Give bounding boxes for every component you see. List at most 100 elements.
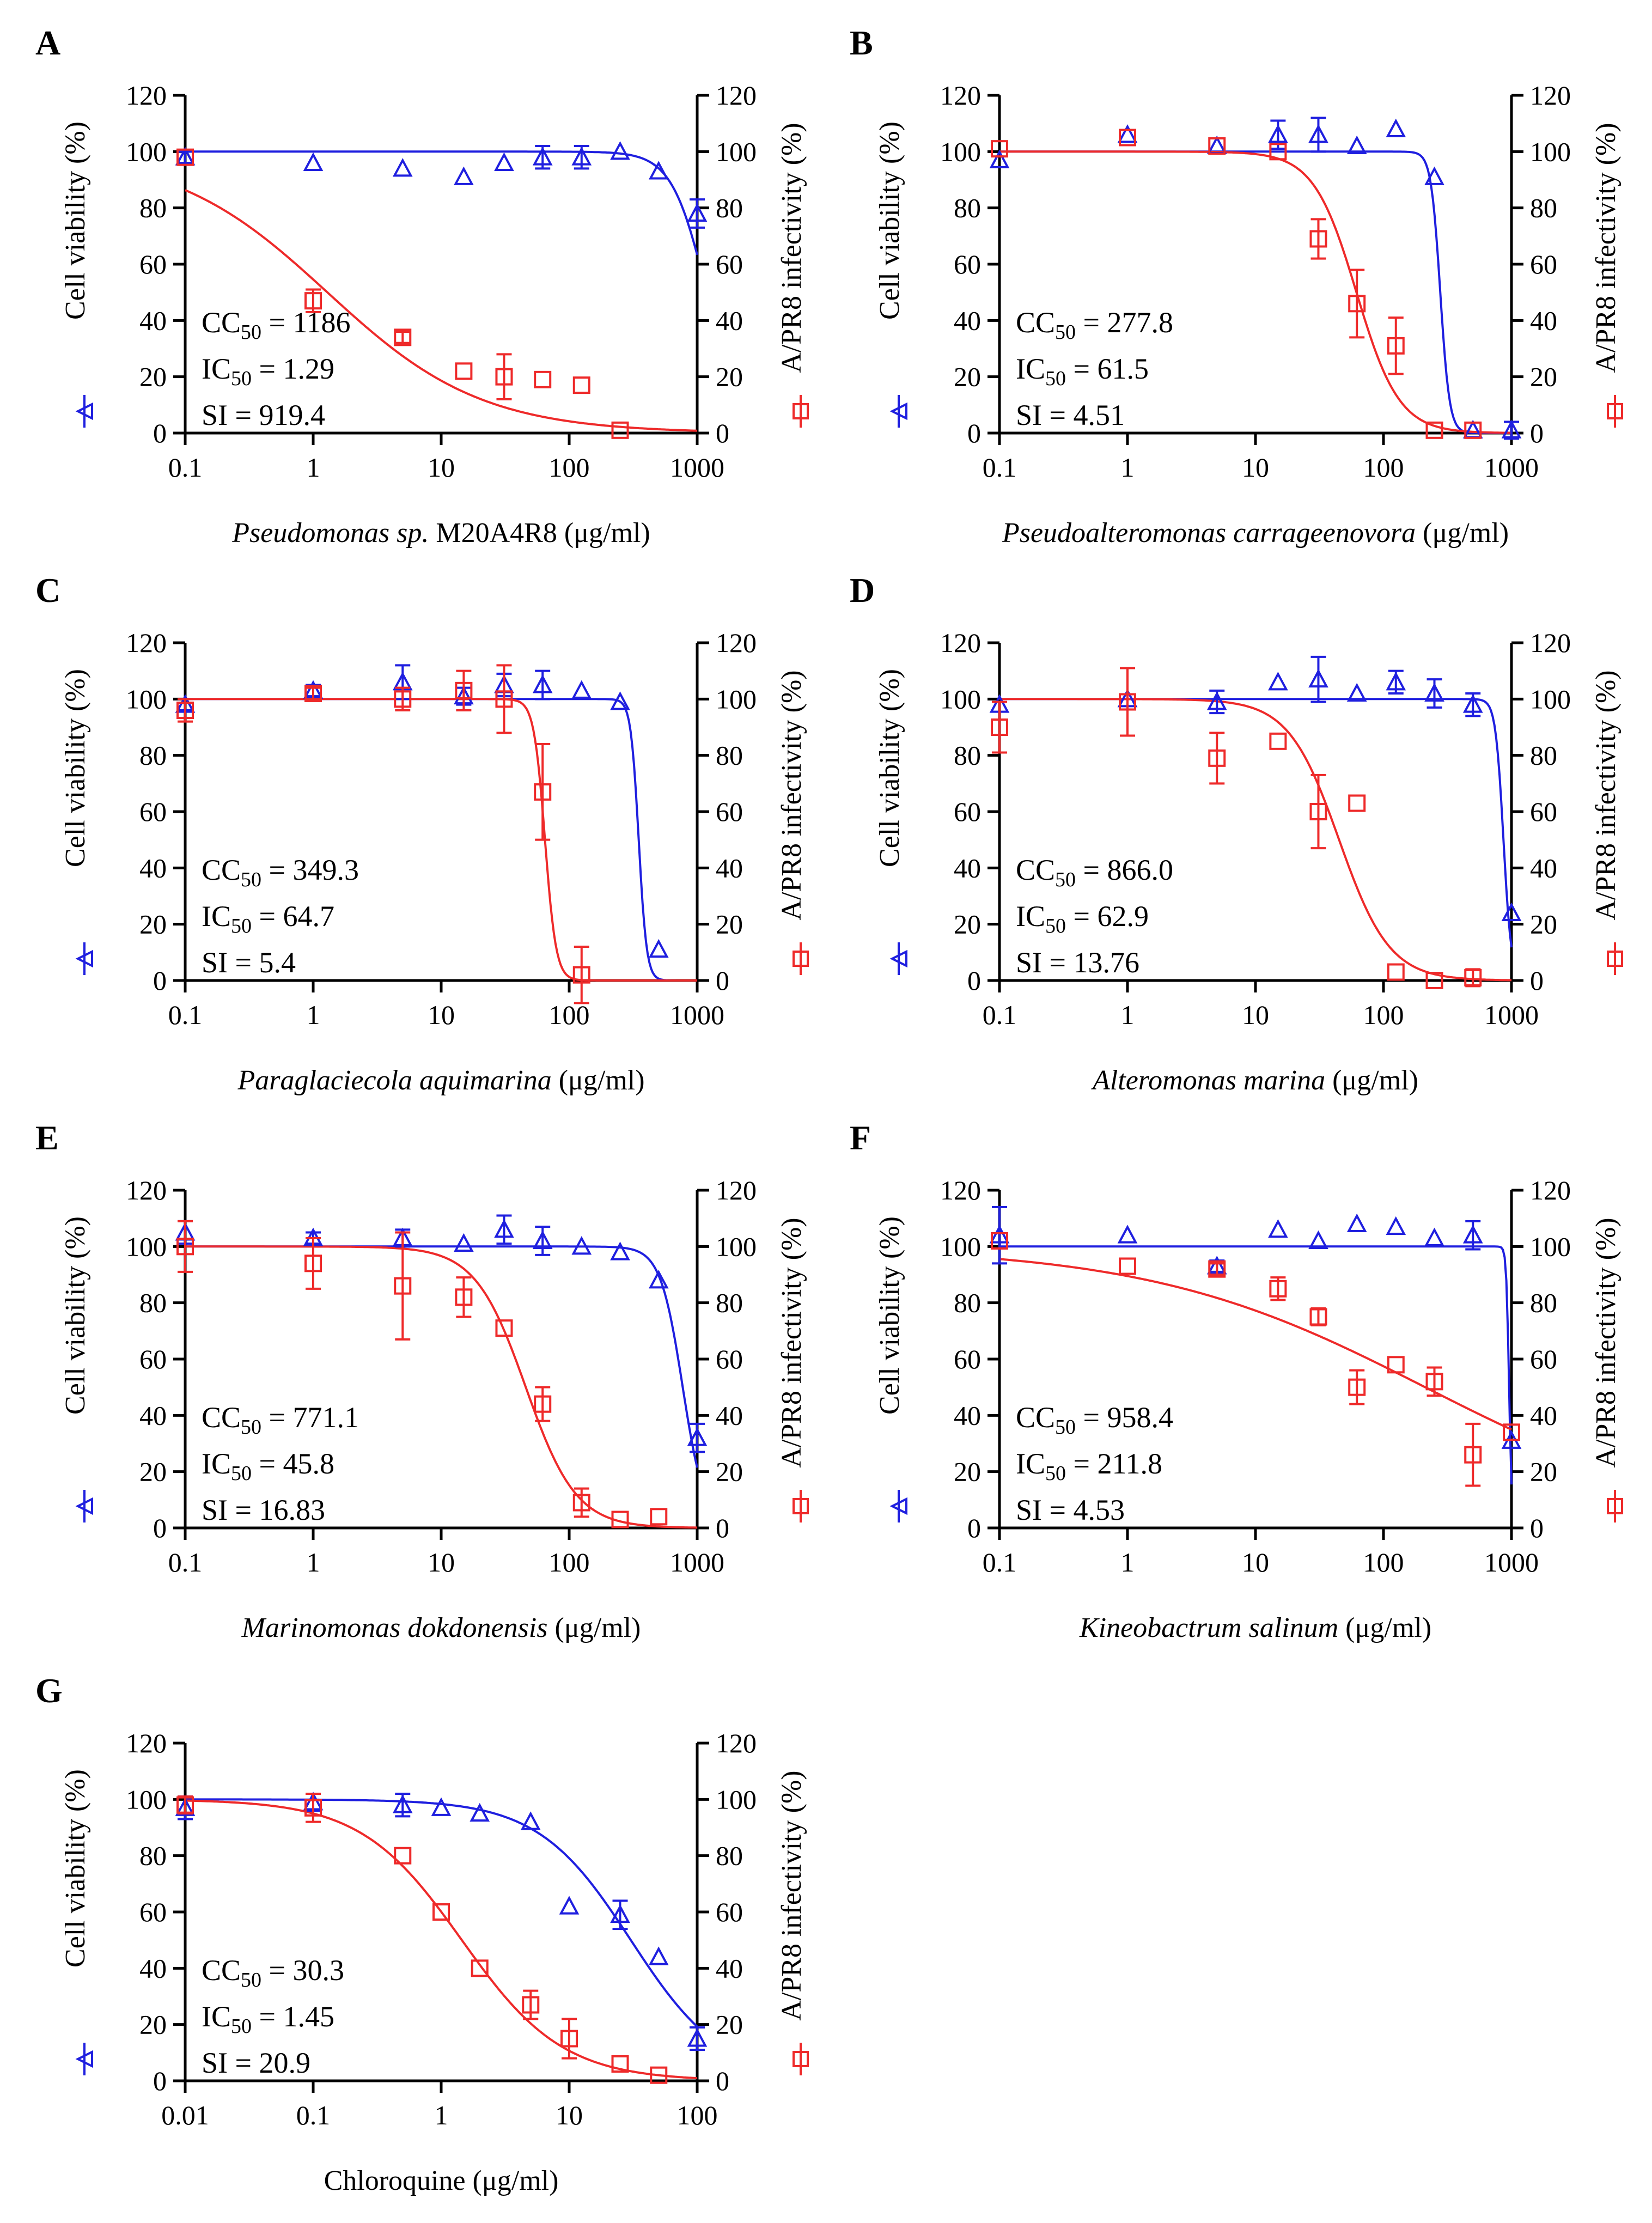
viability-point xyxy=(989,149,1010,168)
x-tick-label: 100 xyxy=(549,1547,590,1578)
cc50-value: 958.4 xyxy=(1107,1401,1174,1434)
ic50-value: 45.8 xyxy=(283,1447,334,1480)
legend-square xyxy=(793,951,809,967)
x-tick-label: 1 xyxy=(1121,1547,1135,1578)
left-y-axis-title: Cell viability (%) xyxy=(60,669,91,867)
left-y-tick-label: 80 xyxy=(139,193,167,223)
left-y-tick-label: 40 xyxy=(139,1953,167,1983)
legend-triangle xyxy=(75,2050,93,2068)
legend-triangle xyxy=(75,402,93,421)
cc50-label: CC50 = 958.4 xyxy=(1016,1401,1173,1439)
ic50-equals: = xyxy=(1066,900,1097,933)
infectivity-point xyxy=(1269,143,1287,161)
cc50-subscript: 50 xyxy=(1055,1416,1076,1439)
ic50-value: 61.5 xyxy=(1097,352,1149,385)
left-y-tick-label: 80 xyxy=(954,740,981,771)
left-y-tick-label: 120 xyxy=(126,80,167,111)
right-y-axis-title: A/PR8 infectivity (%) xyxy=(776,1217,807,1467)
ic50-equals: = xyxy=(1066,352,1097,385)
legend-triangle xyxy=(889,1497,907,1515)
x-tick-label: 0.1 xyxy=(168,1547,203,1578)
infectivity-point xyxy=(304,1254,322,1272)
left-y-tick-label: 60 xyxy=(139,1344,167,1374)
x-axis-title-organism: Pseudoalteromonas carrageenovora xyxy=(1002,517,1416,549)
ic50-subscript: 50 xyxy=(231,367,252,390)
viability-point xyxy=(532,147,553,166)
right-y-tick-label: 60 xyxy=(1530,249,1557,279)
right-y-tick-label: 20 xyxy=(716,362,743,392)
infectivity-point xyxy=(1425,1373,1443,1391)
right-y-tick-label: 120 xyxy=(1530,628,1571,658)
x-axis-title-units: (μg/ml) xyxy=(548,1612,641,1643)
ic50-subscript: 50 xyxy=(231,915,252,937)
left-y-tick-label: 100 xyxy=(126,1231,167,1262)
infectivity-point xyxy=(432,1903,450,1921)
left-y-tick-label: 40 xyxy=(954,305,981,336)
legend-triangle xyxy=(75,1497,93,1515)
right-y-tick-label: 100 xyxy=(716,136,757,167)
cc50-value: 1186 xyxy=(293,306,351,339)
viability-point xyxy=(1346,1213,1367,1232)
right-y-tick-label: 0 xyxy=(716,965,729,996)
infectivity-error-bar xyxy=(395,331,411,344)
right-y-tick-label: 100 xyxy=(1530,1231,1571,1262)
left-y-tick-label: 100 xyxy=(940,136,981,167)
right-y-tick-label: 60 xyxy=(1530,1344,1557,1374)
ic50-prefix: IC xyxy=(202,1447,231,1480)
x-axis-title: Chloroquine (μg/ml) xyxy=(324,2165,559,2196)
x-axis-title-units: (μg/ml) xyxy=(1325,1065,1418,1096)
infectivity-point xyxy=(1208,1260,1226,1278)
infectivity-legend-marker xyxy=(793,1490,809,1522)
infectivity-point xyxy=(1309,1308,1327,1326)
x-axis-title-units: Chloroquine (μg/ml) xyxy=(324,2165,559,2196)
infectivity-point xyxy=(572,376,590,394)
infectivity-point xyxy=(991,1232,1008,1250)
cc50-subscript: 50 xyxy=(241,868,261,891)
viability-legend-marker xyxy=(889,395,907,428)
infectivity-point xyxy=(455,1288,473,1306)
right-y-tick-label: 0 xyxy=(1530,965,1544,996)
left-y-tick-label: 100 xyxy=(126,684,167,714)
legend-square xyxy=(793,1498,809,1514)
infectivity-error-bar xyxy=(395,1231,411,1341)
panel-letter: A xyxy=(35,23,60,62)
cc50-label: CC50 = 771.1 xyxy=(202,1401,359,1439)
left-y-axis-title: Cell viability (%) xyxy=(60,1769,91,1968)
ic50-value: 1.29 xyxy=(283,352,334,385)
si-label: SI = 919.4 xyxy=(202,399,325,431)
cc50-subscript: 50 xyxy=(241,1969,261,1991)
viability-point xyxy=(1386,118,1406,137)
infectivity-error-bar xyxy=(496,664,512,734)
viability-legend-marker xyxy=(889,1490,907,1522)
legend-triangle xyxy=(889,949,907,968)
cc50-equals: = xyxy=(1076,854,1107,886)
cc50-label: CC50 = 349.3 xyxy=(202,854,359,891)
infectivity-point xyxy=(1269,732,1287,750)
viability-point xyxy=(1501,419,1522,438)
infectivity-error-bar xyxy=(456,669,472,711)
viability-point xyxy=(1424,166,1444,185)
infectivity-point xyxy=(1348,794,1366,812)
x-tick-label: 10 xyxy=(428,452,455,483)
ic50-label: IC50 = 64.7 xyxy=(202,900,334,937)
cc50-label: CC50 = 277.8 xyxy=(1016,306,1173,344)
infectivity-point xyxy=(1425,972,1443,989)
x-tick-label: 0.1 xyxy=(983,452,1017,483)
x-axis-title-organism: Marinomonas dokdonensis xyxy=(241,1612,548,1643)
right-y-tick-label: 60 xyxy=(716,249,743,279)
left-y-tick-label: 0 xyxy=(153,1513,167,1543)
infectivity-point xyxy=(1119,693,1136,711)
legend-square xyxy=(1607,403,1623,419)
viability-point xyxy=(687,1427,708,1446)
cc50-value: 866.0 xyxy=(1107,854,1174,886)
left-y-tick-label: 100 xyxy=(940,684,981,714)
right-y-axis-title: A/PR8 infectivity (%) xyxy=(1590,123,1621,373)
si-value: 16.83 xyxy=(259,1494,325,1526)
right-y-tick-label: 60 xyxy=(1530,796,1557,827)
right-y-tick-label: 80 xyxy=(1530,740,1557,771)
x-tick-label: 100 xyxy=(549,1000,590,1030)
viability-point xyxy=(1117,124,1138,143)
ic50-equals: = xyxy=(1066,1447,1097,1480)
cc50-subscript: 50 xyxy=(1055,868,1076,891)
cc50-prefix: CC xyxy=(1016,306,1055,339)
